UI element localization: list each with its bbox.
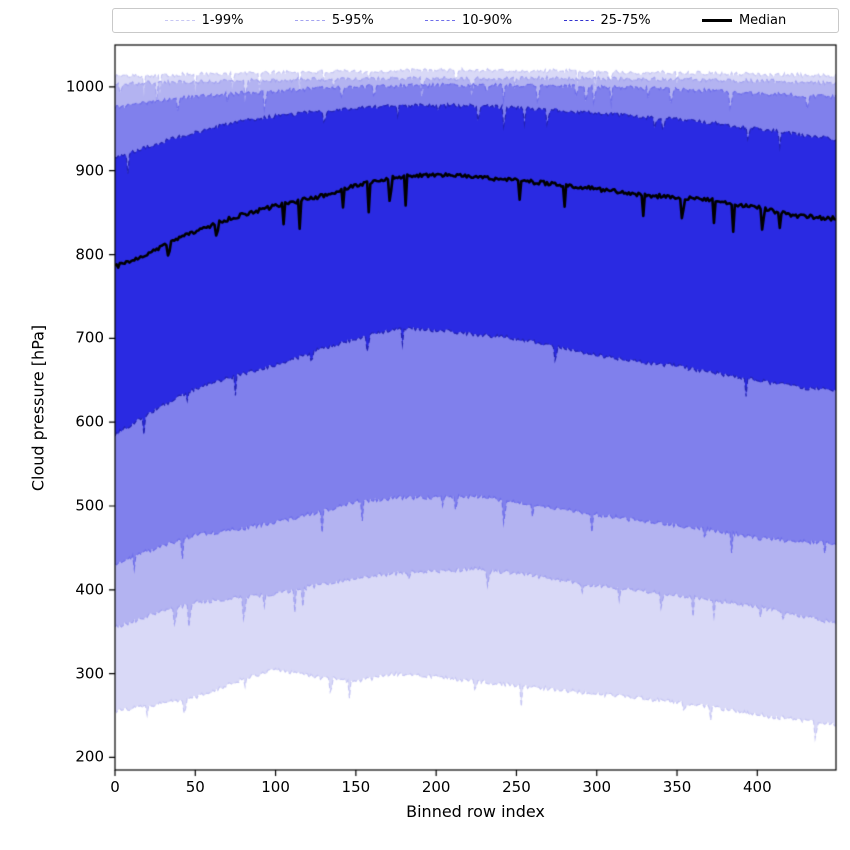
y-tick-label: 200: [75, 747, 104, 766]
legend-line-icon: [425, 20, 456, 21]
y-tick-label: 300: [75, 664, 104, 683]
legend-label: Median: [738, 13, 787, 28]
y-axis-label: Cloud pressure [hPa]: [28, 324, 48, 491]
legend-line-icon: [563, 20, 594, 21]
legend: 1-99% 5-95% 10-90% 25-75% Median: [112, 8, 839, 33]
y-tick-label: 600: [75, 412, 104, 431]
x-tick-label: 200: [421, 778, 451, 796]
legend-item: 25-75%: [563, 13, 651, 28]
legend-line-icon: [164, 20, 195, 21]
y-tick-label: 800: [75, 245, 104, 264]
x-tick-label: 300: [582, 778, 612, 796]
legend-label: 1-99%: [201, 13, 244, 28]
legend-label: 5-95%: [331, 13, 374, 28]
x-tick-label: 350: [662, 778, 692, 796]
legend-label: 25-75%: [600, 13, 651, 28]
x-tick-label: 100: [261, 778, 290, 796]
legend-label: 10-90%: [462, 13, 513, 28]
y-tick-label: 700: [75, 328, 104, 347]
y-tick-label: 500: [75, 496, 104, 515]
x-tick-label: 50: [185, 778, 205, 796]
y-tick-label: 400: [75, 580, 104, 599]
y-tick-label: 1000: [65, 77, 104, 96]
x-tick-label: 250: [502, 778, 531, 796]
legend-line-icon: [701, 19, 732, 22]
x-tick-label: 0: [110, 778, 120, 796]
x-axis-label: Binned row index: [406, 802, 545, 821]
y-tick-label: 900: [75, 161, 104, 180]
x-tick-label: 400: [742, 778, 772, 796]
x-tick-label: 150: [341, 778, 371, 796]
legend-item: 10-90%: [425, 14, 512, 27]
legend-item: 1-99%: [164, 13, 244, 28]
legend-item: Median: [701, 13, 787, 28]
legend-item: 5-95%: [294, 13, 374, 28]
legend-line-icon: [294, 20, 325, 21]
